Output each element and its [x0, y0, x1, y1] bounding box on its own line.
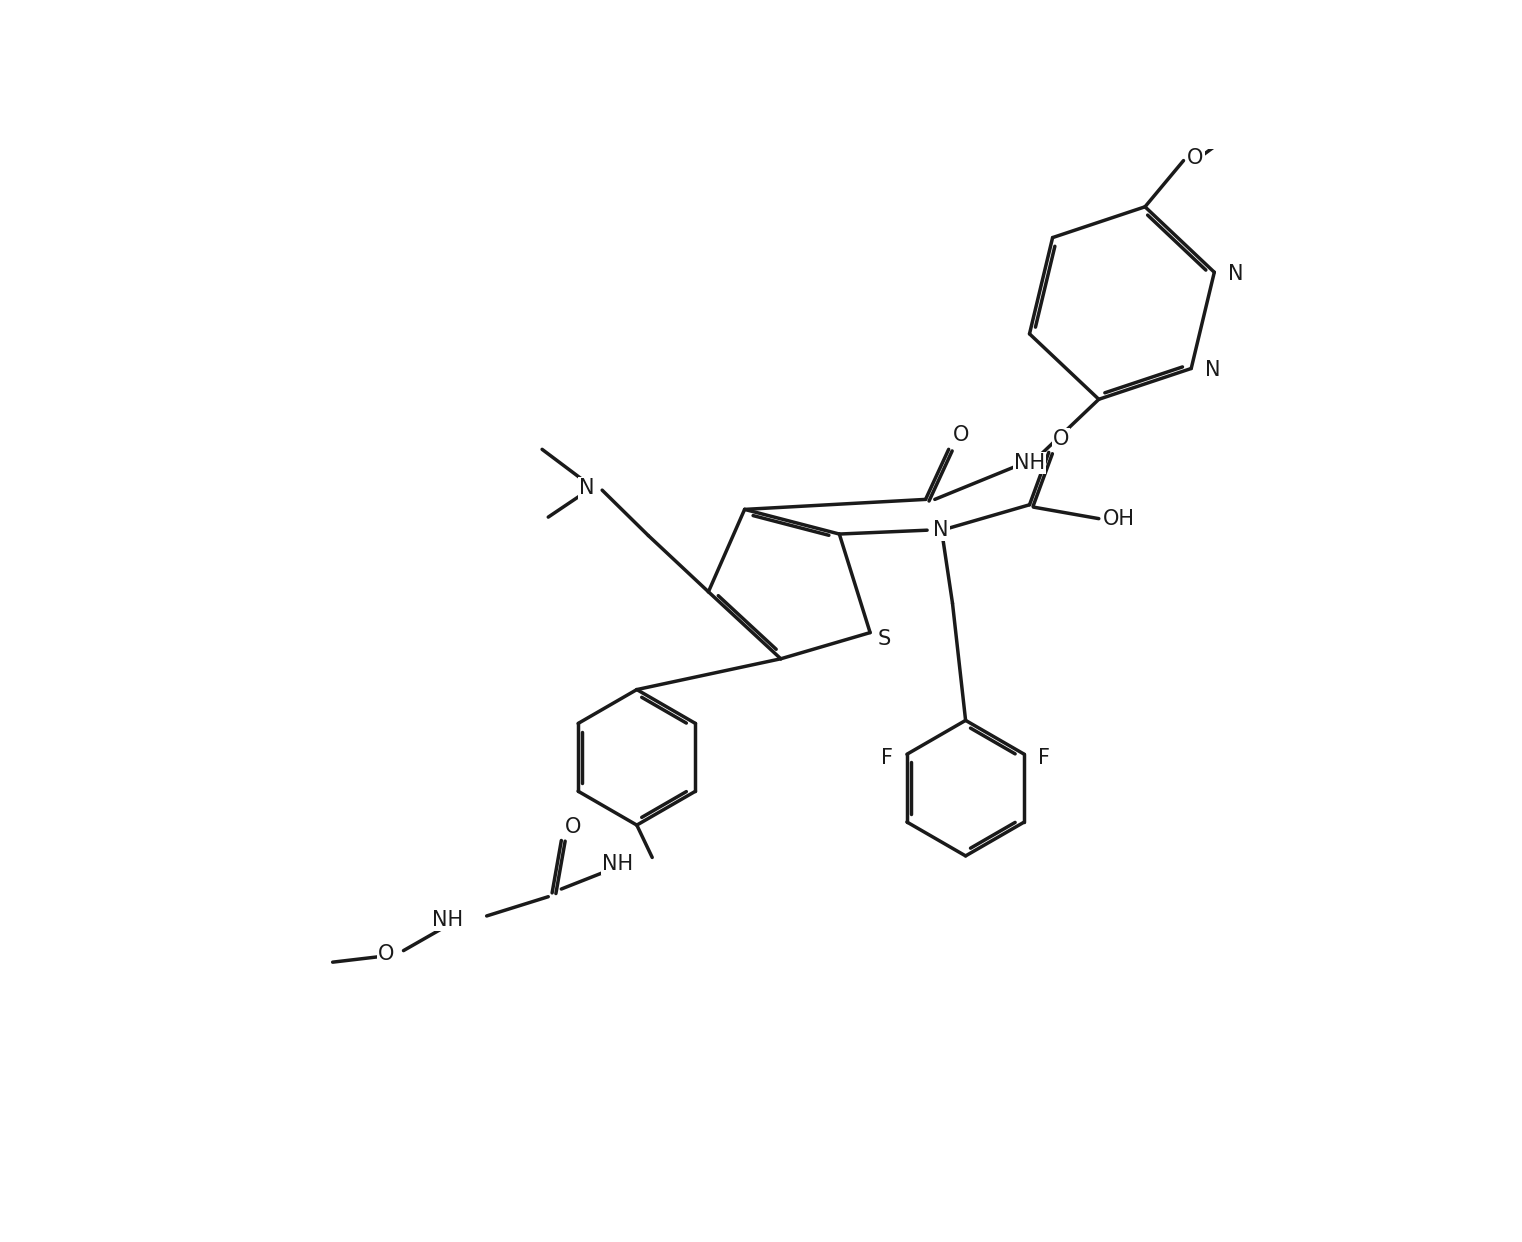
Text: N: N: [578, 478, 595, 498]
Text: O: O: [1053, 428, 1068, 448]
Text: NH: NH: [1014, 453, 1046, 473]
Text: O: O: [565, 817, 581, 837]
Text: NH: NH: [601, 853, 633, 873]
Text: O: O: [1187, 148, 1204, 168]
Text: O: O: [953, 426, 970, 446]
Text: OH: OH: [1102, 509, 1135, 529]
Text: N: N: [1228, 263, 1243, 283]
Text: F: F: [1038, 748, 1050, 768]
Text: S: S: [878, 628, 890, 648]
Text: N: N: [933, 520, 948, 540]
Text: NH: NH: [432, 910, 464, 930]
Text: O: O: [377, 944, 394, 965]
Text: F: F: [881, 748, 893, 768]
Text: N: N: [1205, 360, 1221, 380]
